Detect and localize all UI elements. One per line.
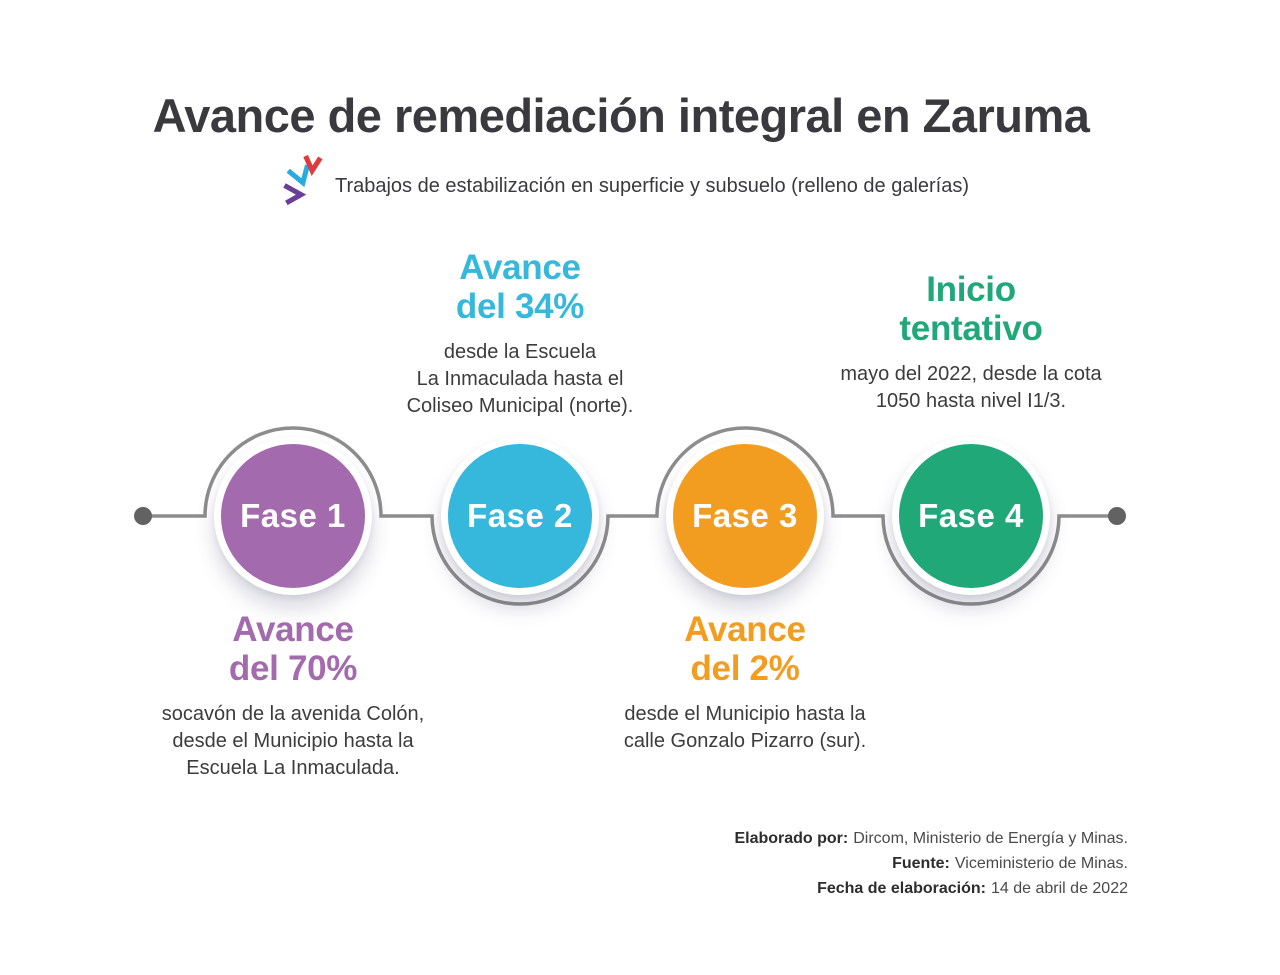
timeline-connector-line xyxy=(143,426,1117,606)
desc-line: Coliseo Municipal (norte). xyxy=(406,395,634,417)
credit-fuente: Fuente: Viceministerio de Minas. xyxy=(734,851,1128,876)
annotation-phase-1: Avance del 70% socavón de la avenida Col… xyxy=(103,610,483,782)
desc-line: desde el Municipio hasta la xyxy=(624,703,866,725)
heading-line: Avance xyxy=(459,248,581,287)
phase-4-label: Fase 4 xyxy=(899,444,1043,588)
phase-2-description: desde la Escuela La Inmaculada hasta el … xyxy=(330,339,710,420)
phase-2-label: Fase 2 xyxy=(448,444,592,588)
phase-2-progress-heading: Avance del 34% xyxy=(330,248,710,326)
heading-line: del 34% xyxy=(455,287,585,326)
phase-3-progress-heading: Avance del 2% xyxy=(555,610,935,688)
credit-label: Elaborado por: xyxy=(734,830,849,847)
credit-elaborado: Elaborado por: Dircom, Ministerio de Ener… xyxy=(734,826,1128,851)
phase-circle-2: Fase 2 xyxy=(441,437,599,595)
desc-line: desde la Escuela xyxy=(443,341,597,363)
desc-line: socavón de la avenida Colón, xyxy=(161,703,425,725)
heading-line: del 2% xyxy=(690,649,800,688)
desc-line: calle Gonzalo Pizarro (sur). xyxy=(623,730,867,752)
desc-line: Escuela La Inmaculada. xyxy=(186,757,400,779)
credits-footer: Elaborado por: Dircom, Ministerio de Ener… xyxy=(734,826,1128,901)
heading-line: Inicio xyxy=(926,270,1016,309)
credit-text: Viceministerio de Minas. xyxy=(954,855,1128,872)
heading-line: Avance xyxy=(684,610,806,649)
subtitle: Trabajos de estabilización en superficie… xyxy=(334,175,970,197)
phase-circle-4: Fase 4 xyxy=(892,437,1050,595)
credit-text: 14 de abril de 2022 xyxy=(991,880,1128,897)
heading-line: Avance xyxy=(232,610,354,649)
page-title: Avance de remediación integral en Zaruma xyxy=(152,89,1090,142)
annotation-phase-4: Inicio tentativo mayo del 2022, desde la… xyxy=(781,270,1161,415)
timeline-start-dot xyxy=(134,507,152,525)
desc-line: 1050 hasta nivel I1/3. xyxy=(875,390,1067,412)
desc-line: desde el Municipio hasta la xyxy=(172,730,414,752)
brand-chevrons-icon xyxy=(283,154,323,206)
timeline-end-dot xyxy=(1108,507,1126,525)
phase-circle-1: Fase 1 xyxy=(214,437,372,595)
phase-1-label: Fase 1 xyxy=(221,444,365,588)
phase-circle-3: Fase 3 xyxy=(666,437,824,595)
heading-line: tentativo xyxy=(899,309,1043,348)
phase-1-description: socavón de la avenida Colón, desde el Mu… xyxy=(103,701,483,782)
credit-label: Fecha de elaboración: xyxy=(817,880,986,897)
desc-line: La Inmaculada hasta el xyxy=(416,368,624,390)
subtitle-row: Trabajos de estabilización en superficie… xyxy=(279,150,969,206)
annotation-phase-2: Avance del 34% desde la Escuela La Inmac… xyxy=(330,248,710,420)
phase-1-progress-heading: Avance del 70% xyxy=(103,610,483,688)
phase-4-description: mayo del 2022, desde la cota 1050 hasta … xyxy=(781,361,1161,415)
credit-fecha: Fecha de elaboración: 14 de abril de 2022 xyxy=(734,876,1128,901)
phase-3-label: Fase 3 xyxy=(673,444,817,588)
phase-4-progress-heading: Inicio tentativo xyxy=(781,270,1161,348)
desc-line: mayo del 2022, desde la cota xyxy=(840,363,1102,385)
credit-label: Fuente: xyxy=(892,855,950,872)
credit-text: Dircom, Ministerio de Energía y Minas. xyxy=(853,830,1128,847)
annotation-phase-3: Avance del 2% desde el Municipio hasta l… xyxy=(555,610,935,755)
heading-line: del 70% xyxy=(228,649,358,688)
phase-3-description: desde el Municipio hasta la calle Gonzal… xyxy=(555,701,935,755)
